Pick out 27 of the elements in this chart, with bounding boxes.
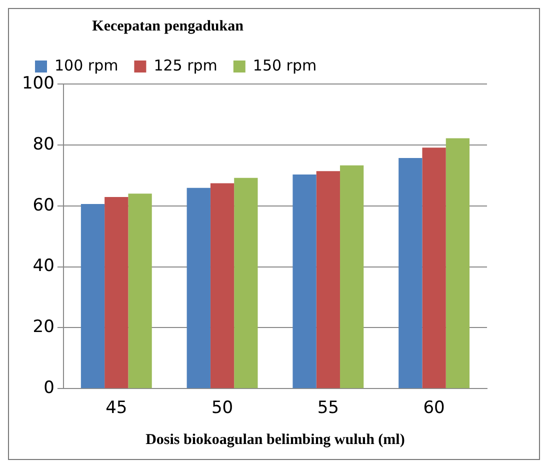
bar (234, 178, 258, 388)
bar (292, 174, 316, 388)
bar (340, 165, 364, 388)
y-tick-label: 60 (32, 195, 54, 216)
legend-label: 100 rpm (54, 56, 118, 74)
legend-label: 125 rpm (154, 56, 218, 74)
bar (316, 171, 340, 388)
x-tick-label: 50 (211, 398, 234, 418)
y-tick-label: 20 (32, 317, 54, 338)
bar (422, 148, 446, 388)
bar (446, 138, 470, 388)
bar (210, 183, 234, 388)
y-tick-label: 80 (32, 134, 54, 154)
legend-title: Kecepatan pengadukan (92, 18, 244, 34)
legend-label: 150 rpm (252, 56, 317, 74)
bar (128, 194, 152, 388)
bar (186, 188, 210, 388)
bar (104, 197, 128, 388)
x-tick-label: 45 (106, 398, 128, 418)
y-tick-label: 40 (32, 256, 54, 276)
y-tick-label: 100 (22, 73, 54, 94)
x-tick-label: 60 (423, 398, 445, 418)
y-tick-label: 0 (44, 378, 54, 398)
bar (80, 204, 105, 388)
bar (398, 158, 422, 388)
x-axis-title: Dosis biokoagulan belimbing wuluh (ml) (146, 432, 405, 448)
x-tick-label: 55 (317, 398, 339, 418)
